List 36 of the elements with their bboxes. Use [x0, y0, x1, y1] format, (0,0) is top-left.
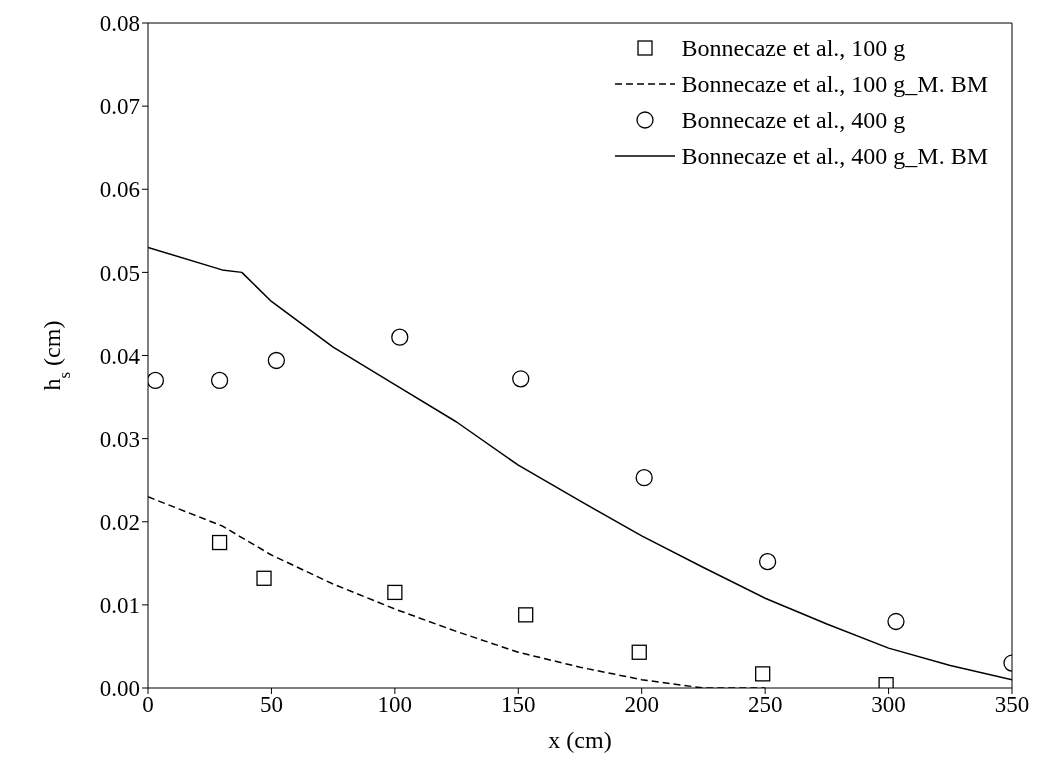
point: [755, 666, 771, 682]
point: [631, 644, 647, 660]
point: [256, 570, 272, 586]
legend-label: Bonnecaze et al., 100 g_M. BM: [681, 70, 988, 99]
x-tick-label: 100: [377, 692, 413, 718]
point: [148, 371, 165, 390]
point: [387, 584, 403, 601]
point: [518, 607, 534, 623]
point: [512, 370, 530, 388]
y-tick-label: 0.08: [99, 11, 140, 37]
point: [635, 469, 653, 487]
y-tick-label: 0.00: [99, 676, 140, 702]
legend-label: Bonnecaze et al., 400 g: [681, 106, 906, 135]
y-tick-label: 0.02: [99, 509, 140, 535]
point: [758, 553, 777, 571]
y-tick-label: 0.07: [99, 94, 140, 120]
point: [887, 612, 905, 631]
x-tick-label: 150: [501, 692, 536, 718]
x-tick-label: 300: [871, 692, 906, 718]
y-tick-label: 0.03: [99, 426, 140, 452]
y-tick-label: 0.04: [99, 343, 141, 369]
legend-label: Bonnecaze et al., 100 g: [681, 34, 906, 63]
legend-label: Bonnecaze et al., 400 g_M. BM: [681, 142, 988, 171]
y-tick-label: 0.06: [99, 177, 140, 203]
x-tick-label: 0: [142, 692, 154, 718]
point: [391, 328, 409, 346]
point: [210, 371, 229, 390]
x-tick-label: 50: [259, 692, 283, 718]
x-axis-title: x (cm): [548, 727, 612, 753]
x-tick-label: 250: [747, 692, 783, 718]
y-tick-label: 0.05: [99, 260, 140, 286]
x-tick-label: 200: [624, 692, 659, 718]
x-tick-label: 350: [994, 692, 1030, 718]
point: [211, 534, 228, 551]
point: [267, 351, 286, 370]
y-tick-label: 0.01: [99, 593, 140, 619]
